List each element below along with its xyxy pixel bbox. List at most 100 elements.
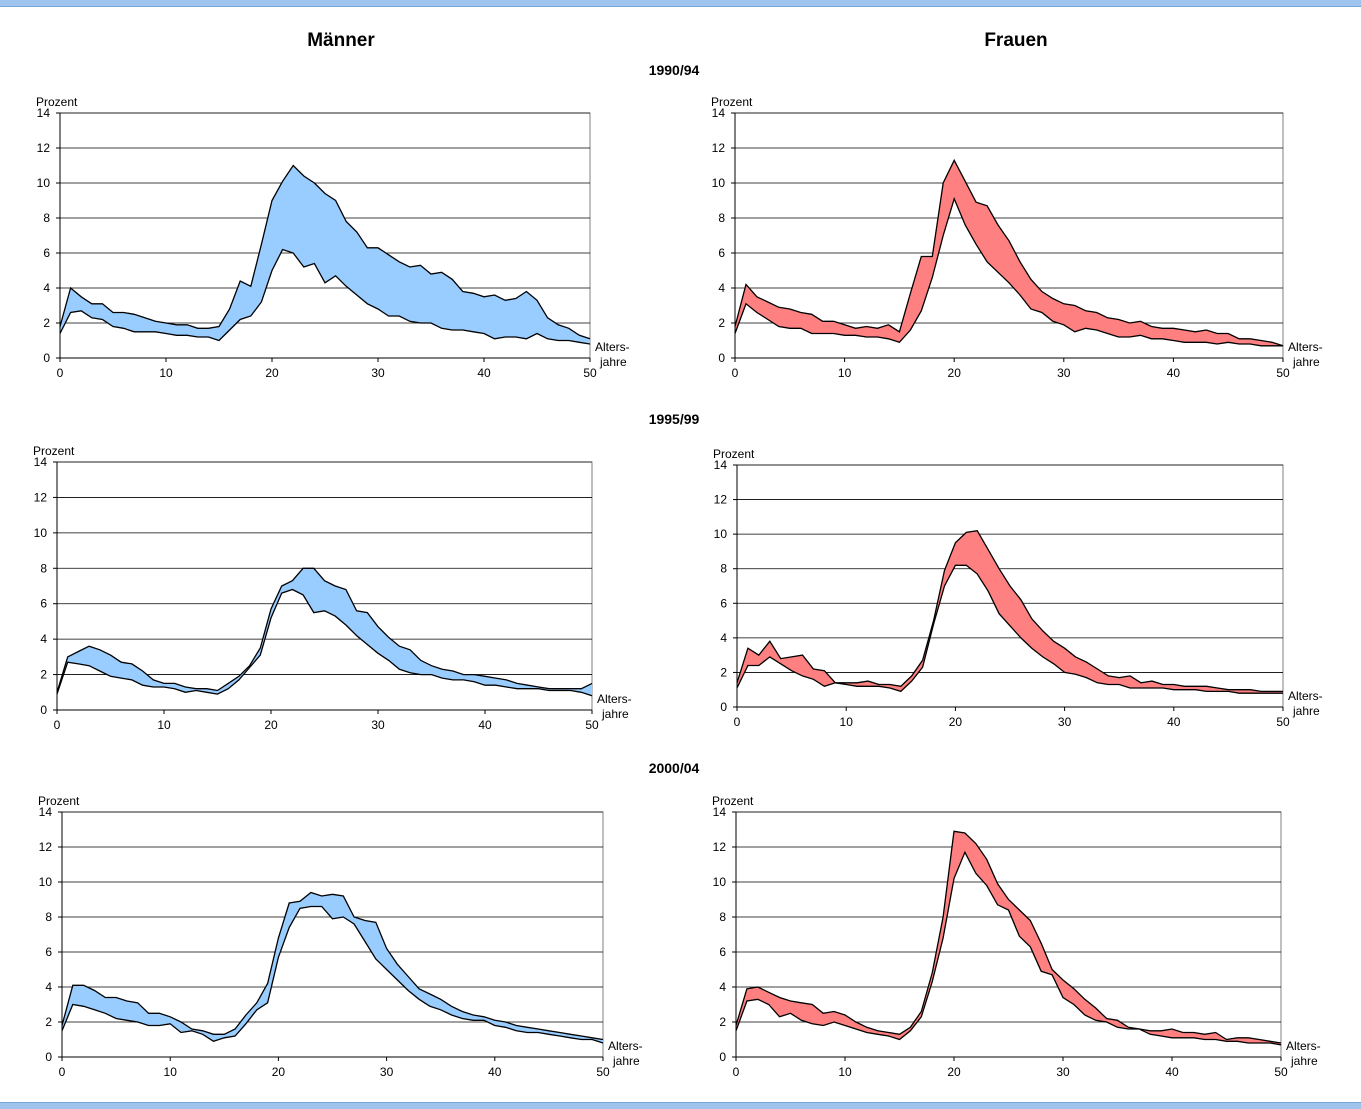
x-tick-label: 30 [371,366,385,380]
y-tick-label: 8 [719,910,726,924]
y-tick-label: 0 [45,1050,52,1064]
x-tick-label: 20 [948,366,962,380]
y-tick-label: 12 [712,141,726,155]
x-tick-label: 40 [478,718,492,732]
y-axis-label: Prozent [712,794,754,808]
x-tick-label: 30 [1056,1065,1070,1079]
period-label-1995-99: 1995/99 [648,411,700,427]
y-tick-label: 8 [40,561,47,575]
y-tick-label: 8 [718,211,725,225]
bottom-banner [0,1102,1361,1109]
y-tick-label: 10 [714,527,728,541]
x-axis-label-line1: Alters- [1288,340,1323,354]
y-tick-label: 4 [720,631,727,645]
x-axis-label-line1: Alters- [1286,1039,1321,1053]
y-tick-label: 2 [45,1015,52,1029]
chart-2000-04-men: 0 2 4 6 8 10 12 14 0 10 20 30 40 50 Prozent Alters-jahr… [38,794,643,1079]
band-upper-line [59,164,591,340]
x-tick-label: 30 [371,718,385,732]
x-tick-label: 0 [732,366,739,380]
x-tick-label: 20 [264,718,278,732]
y-tick-label: 6 [720,596,727,610]
column-title-women: Frauen [984,30,1048,51]
y-tick-label: 0 [43,351,50,365]
band-area [60,165,590,344]
y-axis-label: Prozent [33,444,75,458]
y-tick-label: 4 [718,281,725,295]
band-area [62,892,603,1043]
y-axis-label: Prozent [38,794,80,808]
y-tick-label: 14 [712,106,726,120]
y-tick-label: 6 [43,246,50,260]
chart-1990-94-women: 0 2 4 6 8 10 12 14 0 10 20 30 40 50 Prozent Alters-jahr… [711,95,1323,380]
x-tick-label: 30 [1058,715,1072,729]
y-tick-label: 8 [720,562,727,576]
x-axis-label-line1: Alters- [608,1039,643,1053]
x-tick-label: 10 [157,718,171,732]
band-lower-line [56,588,593,697]
y-tick-label: 14 [37,106,51,120]
x-axis-label-line2: jahre [612,1054,640,1068]
x-tick-label: 10 [164,1065,178,1079]
band-upper-line [56,567,593,693]
y-tick-label: 4 [45,980,52,994]
x-axis-label-line1: Alters- [597,692,632,706]
band-lower-line [59,248,591,345]
x-tick-label: 50 [596,1065,610,1079]
chart-2000-04-women: 0 2 4 6 8 10 12 14 0 10 20 30 40 50 Prozent Alters-jahr… [712,794,1321,1079]
column-title-men: Männer [307,30,375,51]
y-tick-label: 0 [720,700,727,714]
x-tick-label: 10 [838,366,852,380]
band-lower-line [734,196,1283,347]
y-tick-label: 6 [718,246,725,260]
y-tick-label: 14 [714,458,728,472]
x-axis-label-line2: jahre [1292,704,1320,718]
x-tick-label: 0 [57,366,64,380]
period-label-1990-94: 1990/94 [648,62,700,78]
y-tick-label: 0 [718,351,725,365]
x-tick-label: 0 [54,718,61,732]
x-axis-label-line2: jahre [599,355,627,369]
band-upper-line [61,891,604,1041]
y-axis-label: Prozent [713,447,755,461]
band-lower-line [735,850,1282,1046]
y-tick-label: 2 [718,316,725,330]
y-tick-label: 4 [719,980,726,994]
y-tick-label: 12 [713,840,727,854]
y-tick-label: 0 [40,703,47,717]
y-tick-label: 12 [34,490,48,504]
x-tick-label: 10 [159,366,173,380]
y-tick-label: 2 [43,316,50,330]
x-tick-label: 50 [583,366,597,380]
y-tick-label: 10 [34,526,48,540]
x-axis-label-line1: Alters- [1288,689,1323,703]
x-tick-label: 0 [59,1065,66,1079]
y-tick-label: 12 [39,840,53,854]
y-tick-label: 4 [43,281,50,295]
y-tick-label: 14 [39,805,53,819]
band-area [735,160,1283,346]
y-tick-label: 10 [713,875,727,889]
y-tick-label: 6 [45,945,52,959]
x-tick-label: 50 [1274,1065,1288,1079]
band-lower-line [736,564,1283,694]
chart-1995-99-women: 0 2 4 6 8 10 12 14 0 10 20 30 40 50 Prozent Alters-jahr… [713,447,1323,729]
x-tick-label: 40 [1165,1065,1179,1079]
x-tick-label: 20 [272,1065,286,1079]
period-label-2000-04: 2000/04 [648,760,700,776]
x-tick-label: 50 [1276,715,1290,729]
chart-1995-99-men: 0 2 4 6 8 10 12 14 0 10 20 30 40 50 Prozent Alters-jahr… [33,444,632,732]
y-axis-label: Prozent [711,95,753,109]
x-tick-label: 20 [947,1065,961,1079]
x-tick-label: 30 [1057,366,1071,380]
band-upper-line [736,529,1283,693]
y-tick-label: 0 [719,1050,726,1064]
x-tick-label: 50 [1276,366,1290,380]
band-upper-line [735,830,1282,1044]
x-axis-label-line2: jahre [1292,355,1320,369]
x-axis-label-line2: jahre [1290,1054,1318,1068]
y-tick-label: 6 [40,597,47,611]
top-banner [0,0,1361,7]
x-tick-label: 20 [265,366,279,380]
